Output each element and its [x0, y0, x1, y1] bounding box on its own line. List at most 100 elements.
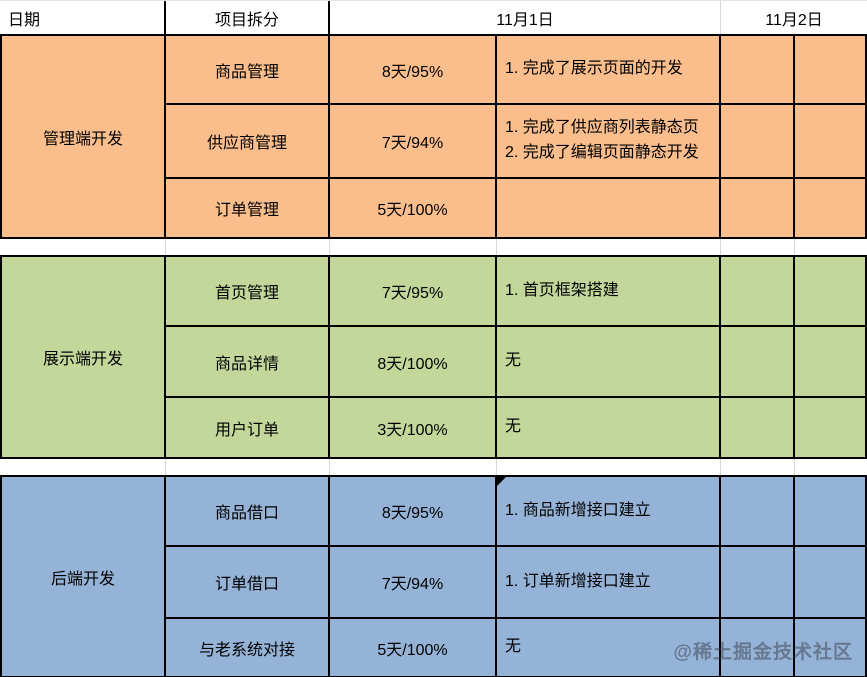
task-cell[interactable]: 商品管理: [166, 36, 330, 105]
note-line: 1. 首页框架搭建: [505, 281, 619, 299]
empty-cell[interactable]: [795, 619, 867, 676]
group-label: 展示端开发: [42, 351, 123, 368]
note-cell[interactable]: 1. 完成了供应商列表静态页 2. 完成了编辑页面静态开发: [497, 105, 721, 179]
header-row: 日期 项目拆分 11月1日 11月2日: [0, 0, 867, 34]
empty-cell[interactable]: [795, 36, 867, 105]
task-label: 与老系统对接: [198, 641, 295, 659]
duration-label: 8天/95%: [381, 505, 444, 522]
duration-cell[interactable]: 7天/94%: [330, 105, 497, 179]
header-cell-date[interactable]: 日期: [0, 1, 166, 34]
header-label-date: 日期: [8, 11, 41, 29]
empty-cell[interactable]: [721, 327, 795, 398]
task-cell[interactable]: 首页管理: [166, 257, 330, 327]
group-label: 管理端开发: [42, 130, 123, 148]
gap-cell: [721, 239, 795, 255]
task-label: 商品借口: [214, 505, 279, 522]
duration-cell[interactable]: 7天/94%: [330, 547, 497, 619]
header-label-day1: 11月1日: [496, 11, 554, 29]
duration-label: 8天/95%: [381, 63, 444, 81]
note-cell[interactable]: 无: [497, 327, 721, 398]
empty-cell[interactable]: [721, 547, 795, 619]
task-label: 商品管理: [214, 63, 279, 81]
empty-cell[interactable]: [721, 36, 795, 105]
group-cell-admin[interactable]: 管理端开发: [2, 36, 166, 237]
duration-cell[interactable]: 8天/100%: [330, 327, 497, 398]
note-cell[interactable]: 1. 商品新增接口建立: [497, 477, 721, 547]
header-cell-day1[interactable]: 11月1日: [330, 1, 721, 34]
separator-row: [0, 459, 867, 475]
empty-cell[interactable]: [721, 257, 795, 327]
comment-marker-icon: [497, 477, 506, 486]
empty-cell[interactable]: [721, 105, 795, 179]
empty-cell[interactable]: [721, 179, 795, 237]
task-cell[interactable]: 用户订单: [166, 398, 330, 457]
task-cell[interactable]: 与老系统对接: [166, 619, 330, 676]
header-label-breakdown: 项目拆分: [214, 11, 279, 29]
task-label: 首页管理: [214, 285, 279, 302]
gap-cell: [0, 239, 166, 255]
duration-label: 7天/95%: [381, 285, 444, 302]
note-cell[interactable]: [497, 179, 721, 237]
note-cell[interactable]: 无: [497, 619, 721, 676]
duration-cell[interactable]: 5天/100%: [330, 179, 497, 237]
gap-cell: [795, 239, 867, 255]
duration-label: 3天/100%: [377, 421, 448, 439]
task-cell[interactable]: 商品借口: [166, 477, 330, 547]
section-admin: 管理端开发 商品管理 8天/95% 1. 完成了展示页面的开发 供应商管理 7天…: [0, 34, 867, 239]
duration-label: 7天/94%: [381, 576, 444, 593]
gap-cell: [330, 239, 497, 255]
empty-cell[interactable]: [795, 105, 867, 179]
separator-row: [0, 239, 867, 255]
task-label: 商品详情: [214, 355, 279, 373]
gap-cell: [166, 239, 330, 255]
empty-cell[interactable]: [795, 179, 867, 237]
section-backend: 后端开发 商品借口 8天/95% 1. 商品新增接口建立 订单借口 7天/94%…: [0, 475, 867, 677]
note-cell[interactable]: 无: [497, 398, 721, 457]
header-cell-breakdown[interactable]: 项目拆分: [166, 1, 330, 34]
task-label: 订单管理: [214, 202, 279, 219]
note-line: 1. 完成了展示页面的开发: [505, 60, 683, 78]
note-line: 2. 完成了编辑页面静态开发: [505, 144, 699, 161]
empty-cell[interactable]: [721, 477, 795, 547]
empty-cell[interactable]: [795, 477, 867, 547]
note-line: 无: [505, 352, 522, 370]
task-cell[interactable]: 订单管理: [166, 179, 330, 237]
duration-cell[interactable]: 7天/95%: [330, 257, 497, 327]
gap-cell: [721, 459, 795, 475]
gap-cell: [330, 459, 497, 475]
duration-cell[interactable]: 8天/95%: [330, 477, 497, 547]
group-cell-backend[interactable]: 后端开发: [2, 477, 166, 676]
empty-cell[interactable]: [795, 398, 867, 457]
empty-cell[interactable]: [721, 619, 795, 676]
note-cell[interactable]: 1. 完成了展示页面的开发: [497, 36, 721, 105]
task-label: 供应商管理: [206, 135, 287, 152]
task-cell[interactable]: 供应商管理: [166, 105, 330, 179]
empty-cell[interactable]: [721, 398, 795, 457]
gap-cell: [795, 459, 867, 475]
duration-label: 7天/94%: [381, 135, 444, 152]
header-label-day2: 11月2日: [765, 11, 823, 29]
empty-cell[interactable]: [795, 547, 867, 619]
note-line: 无: [505, 418, 522, 436]
empty-cell[interactable]: [795, 257, 867, 327]
gap-cell: [166, 459, 330, 475]
gap-cell: [0, 459, 166, 475]
gap-cell: [497, 459, 721, 475]
section-display: 展示端开发 首页管理 7天/95% 1. 首页框架搭建 商品详情 8天/100%…: [0, 255, 867, 459]
task-label: 用户订单: [214, 421, 279, 439]
note-cell[interactable]: 1. 首页框架搭建: [497, 257, 721, 327]
group-cell-display[interactable]: 展示端开发: [2, 257, 166, 457]
empty-cell[interactable]: [795, 327, 867, 398]
task-cell[interactable]: 订单借口: [166, 547, 330, 619]
duration-cell[interactable]: 3天/100%: [330, 398, 497, 457]
note-cell[interactable]: 1. 订单新增接口建立: [497, 547, 721, 619]
duration-cell[interactable]: 8天/95%: [330, 36, 497, 105]
duration-cell[interactable]: 5天/100%: [330, 619, 497, 676]
duration-label: 5天/100%: [377, 202, 448, 219]
task-cell[interactable]: 商品详情: [166, 327, 330, 398]
duration-label: 8天/100%: [377, 355, 448, 373]
duration-label: 5天/100%: [377, 641, 448, 659]
header-cell-day2[interactable]: 11月2日: [721, 1, 867, 34]
note-line: 1. 完成了供应商列表静态页: [505, 119, 699, 137]
group-label: 后端开发: [50, 570, 115, 588]
